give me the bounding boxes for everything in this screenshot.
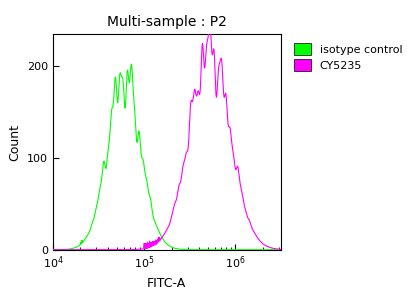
Y-axis label: Count: Count <box>9 124 22 160</box>
X-axis label: FITC-A: FITC-A <box>147 277 186 287</box>
Title: Multi-sample : P2: Multi-sample : P2 <box>107 15 227 29</box>
Legend: isotype control 1, CY5235: isotype control 1, CY5235 <box>291 40 407 74</box>
